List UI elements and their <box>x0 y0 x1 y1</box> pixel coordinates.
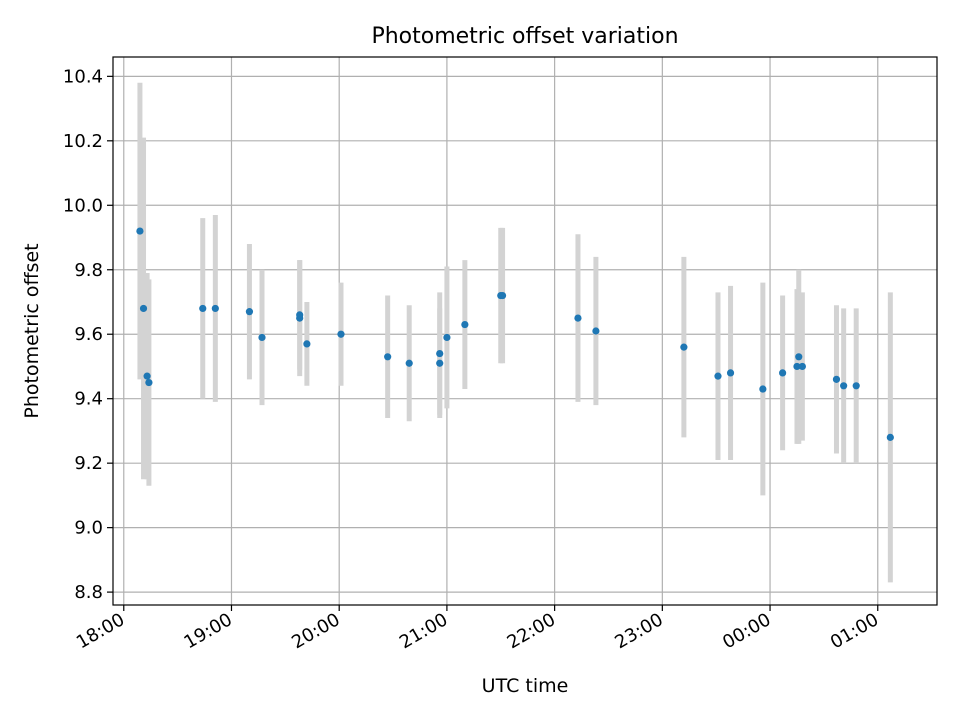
data-point <box>436 349 444 358</box>
data-point <box>832 375 841 383</box>
data-point <box>798 362 806 371</box>
data-point <box>139 304 148 313</box>
data-point <box>574 314 582 322</box>
data-points <box>136 227 894 441</box>
data-point <box>245 308 254 316</box>
plot-frame <box>112 56 938 606</box>
data-point <box>436 359 444 367</box>
data-point <box>726 369 735 377</box>
y-tick-label: 10.4 <box>63 66 103 87</box>
data-point <box>199 304 207 313</box>
y-tick-label: 9.8 <box>74 260 103 281</box>
grid-lines <box>113 57 937 605</box>
data-point <box>852 382 860 390</box>
data-point <box>211 304 219 313</box>
y-tick-label: 9.6 <box>74 324 103 345</box>
data-point <box>680 343 688 351</box>
data-point <box>498 291 507 300</box>
data-point <box>143 372 151 380</box>
data-point <box>714 372 722 380</box>
y-tick-label: 9.0 <box>74 518 103 539</box>
data-point <box>337 330 345 338</box>
data-point <box>258 333 266 342</box>
x-axis-label: UTC time <box>482 675 569 697</box>
y-axis-ticks: 8.8 9.0 9.2 9.4 9.6 9.8 10.0 10.2 10.4 <box>63 66 113 603</box>
y-tick-label: 9.4 <box>74 389 103 410</box>
y-tick-label: 10.2 <box>63 131 103 152</box>
data-point <box>840 382 848 390</box>
data-point <box>136 227 144 235</box>
data-point <box>886 433 894 441</box>
data-point <box>461 320 469 329</box>
y-tick-label: 10.0 <box>63 195 103 216</box>
data-point <box>296 311 304 319</box>
chart-title: Photometric offset variation <box>371 24 678 49</box>
data-point <box>592 327 600 335</box>
data-point <box>384 353 392 361</box>
data-point <box>793 362 801 371</box>
data-point <box>145 378 153 387</box>
data-point <box>779 369 787 377</box>
y-axis-label: Photometric offset <box>21 243 43 418</box>
y-tick-label: 9.2 <box>74 453 103 474</box>
data-point <box>303 340 311 348</box>
data-point <box>405 359 413 367</box>
data-point <box>443 333 451 342</box>
y-tick-label: 8.8 <box>74 582 103 603</box>
data-point <box>759 385 767 393</box>
data-point <box>795 353 803 361</box>
